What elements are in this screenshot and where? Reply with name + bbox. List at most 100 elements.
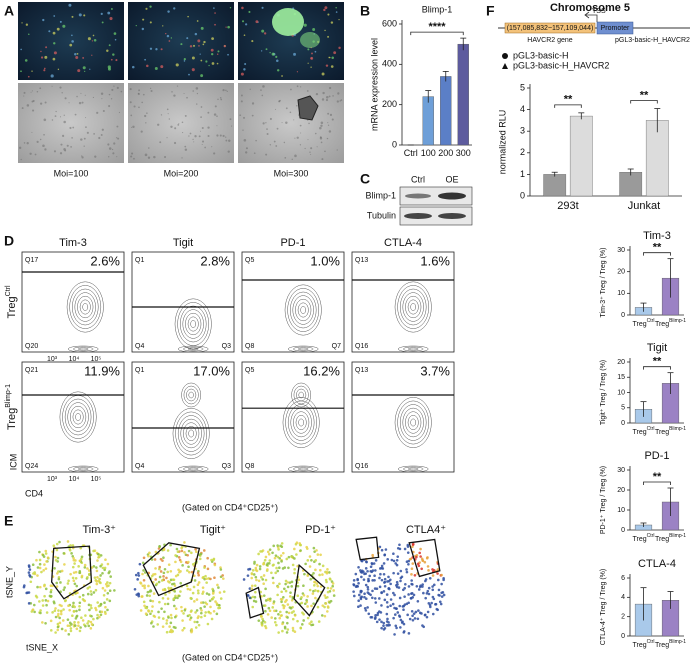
- tsne-point: [398, 596, 402, 600]
- tsne-point: [281, 622, 284, 626]
- tsne-point: [248, 596, 252, 600]
- speckle: [164, 156, 167, 159]
- tsne-point: [331, 582, 335, 585]
- speckle: [191, 56, 195, 60]
- axis-label: ICM: [8, 454, 18, 471]
- tsne-point: [354, 572, 358, 576]
- tsne-point: [221, 574, 224, 577]
- tsne-point: [396, 611, 400, 614]
- tsne-point: [72, 558, 76, 562]
- tsne-point: [402, 622, 406, 626]
- tsne-point: [285, 631, 289, 634]
- speckle: [189, 45, 193, 48]
- tsne-point: [43, 563, 46, 566]
- tsne-point: [274, 617, 277, 620]
- tsne-point: [246, 574, 250, 577]
- tsne-point: [382, 572, 386, 576]
- tsne-point: [306, 574, 310, 577]
- speckle: [227, 53, 229, 56]
- tsne-point: [90, 623, 94, 626]
- speckle: [253, 152, 256, 154]
- speckle: [76, 95, 78, 98]
- tsne-point: [378, 597, 381, 600]
- speckle: [108, 104, 111, 108]
- speckle: [64, 97, 67, 100]
- tsne-point: [281, 629, 284, 633]
- tsne-point: [395, 585, 399, 589]
- speckle: [108, 44, 111, 47]
- tsne-point: [293, 568, 296, 571]
- y-tick-label: 2: [621, 614, 625, 621]
- contour: [402, 466, 424, 472]
- tsne-point: [163, 567, 167, 571]
- tsne-point: [66, 582, 70, 585]
- speckle: [324, 150, 326, 153]
- tsne-point: [138, 562, 142, 566]
- gene-label: HAVCR2 gene: [527, 37, 573, 44]
- speckle: [44, 148, 47, 151]
- tsne-point: [63, 599, 67, 603]
- tsne-point: [182, 612, 185, 615]
- y-tick-label: 0: [621, 633, 625, 640]
- tsne-point: [418, 585, 422, 589]
- tsne-point: [136, 578, 139, 581]
- tsne-point: [295, 541, 299, 545]
- tsne-point: [196, 571, 200, 575]
- tsne-point: [72, 571, 76, 574]
- tsne-point: [174, 615, 177, 619]
- tsne-point: [215, 612, 219, 616]
- tsne-point: [57, 612, 60, 616]
- tsne-point: [395, 580, 399, 584]
- tsne-point: [271, 564, 275, 567]
- tsne-point: [417, 588, 421, 591]
- quadrant-label: Q7: [332, 343, 341, 350]
- tsne-point: [196, 589, 200, 592]
- tsne-point: [432, 583, 436, 587]
- speckle: [327, 112, 330, 115]
- tsne-point: [309, 577, 312, 581]
- speckle: [320, 121, 324, 125]
- chart-title: CTLA-4: [638, 558, 676, 570]
- tsne-point: [405, 570, 409, 574]
- tsne-point: [84, 624, 87, 628]
- tsne-point: [279, 554, 283, 557]
- tsne-point: [270, 571, 273, 575]
- tsne-point: [376, 611, 380, 615]
- tsne-point: [380, 548, 384, 552]
- tsne-point: [419, 547, 422, 551]
- tsne-point: [378, 585, 382, 589]
- tsne-point: [79, 546, 83, 550]
- image-label: Moi=200: [164, 168, 199, 178]
- tsne-point: [372, 562, 376, 565]
- tsne-point: [86, 592, 90, 596]
- tsne-point: [54, 558, 58, 562]
- speckle: [251, 114, 254, 117]
- tsne-point: [88, 572, 91, 576]
- tsne-point: [139, 581, 142, 585]
- tsne-point: [165, 576, 168, 580]
- speckle: [240, 94, 243, 97]
- tsne-point: [353, 594, 356, 598]
- speckle: [93, 133, 95, 135]
- tsne-point: [38, 562, 42, 566]
- speckle: [214, 12, 216, 14]
- tsne-point: [308, 555, 312, 558]
- speckle: [53, 15, 56, 17]
- speckle: [55, 110, 57, 113]
- speckle: [243, 68, 246, 71]
- tsne-point: [404, 582, 407, 586]
- speckle: [42, 18, 45, 22]
- x-tick-label: 100: [421, 148, 436, 158]
- speckle: [340, 99, 343, 102]
- tsne-point: [55, 585, 59, 588]
- speckle: [207, 135, 210, 138]
- tsne-point: [90, 606, 93, 610]
- tsne-point: [326, 610, 329, 613]
- tsne-point: [71, 544, 75, 547]
- tsne-point: [27, 565, 31, 568]
- tsne-point: [205, 581, 208, 584]
- tsne-point: [264, 578, 268, 582]
- speckle: [281, 75, 283, 77]
- speckle: [43, 118, 47, 122]
- tsne-point: [145, 594, 149, 597]
